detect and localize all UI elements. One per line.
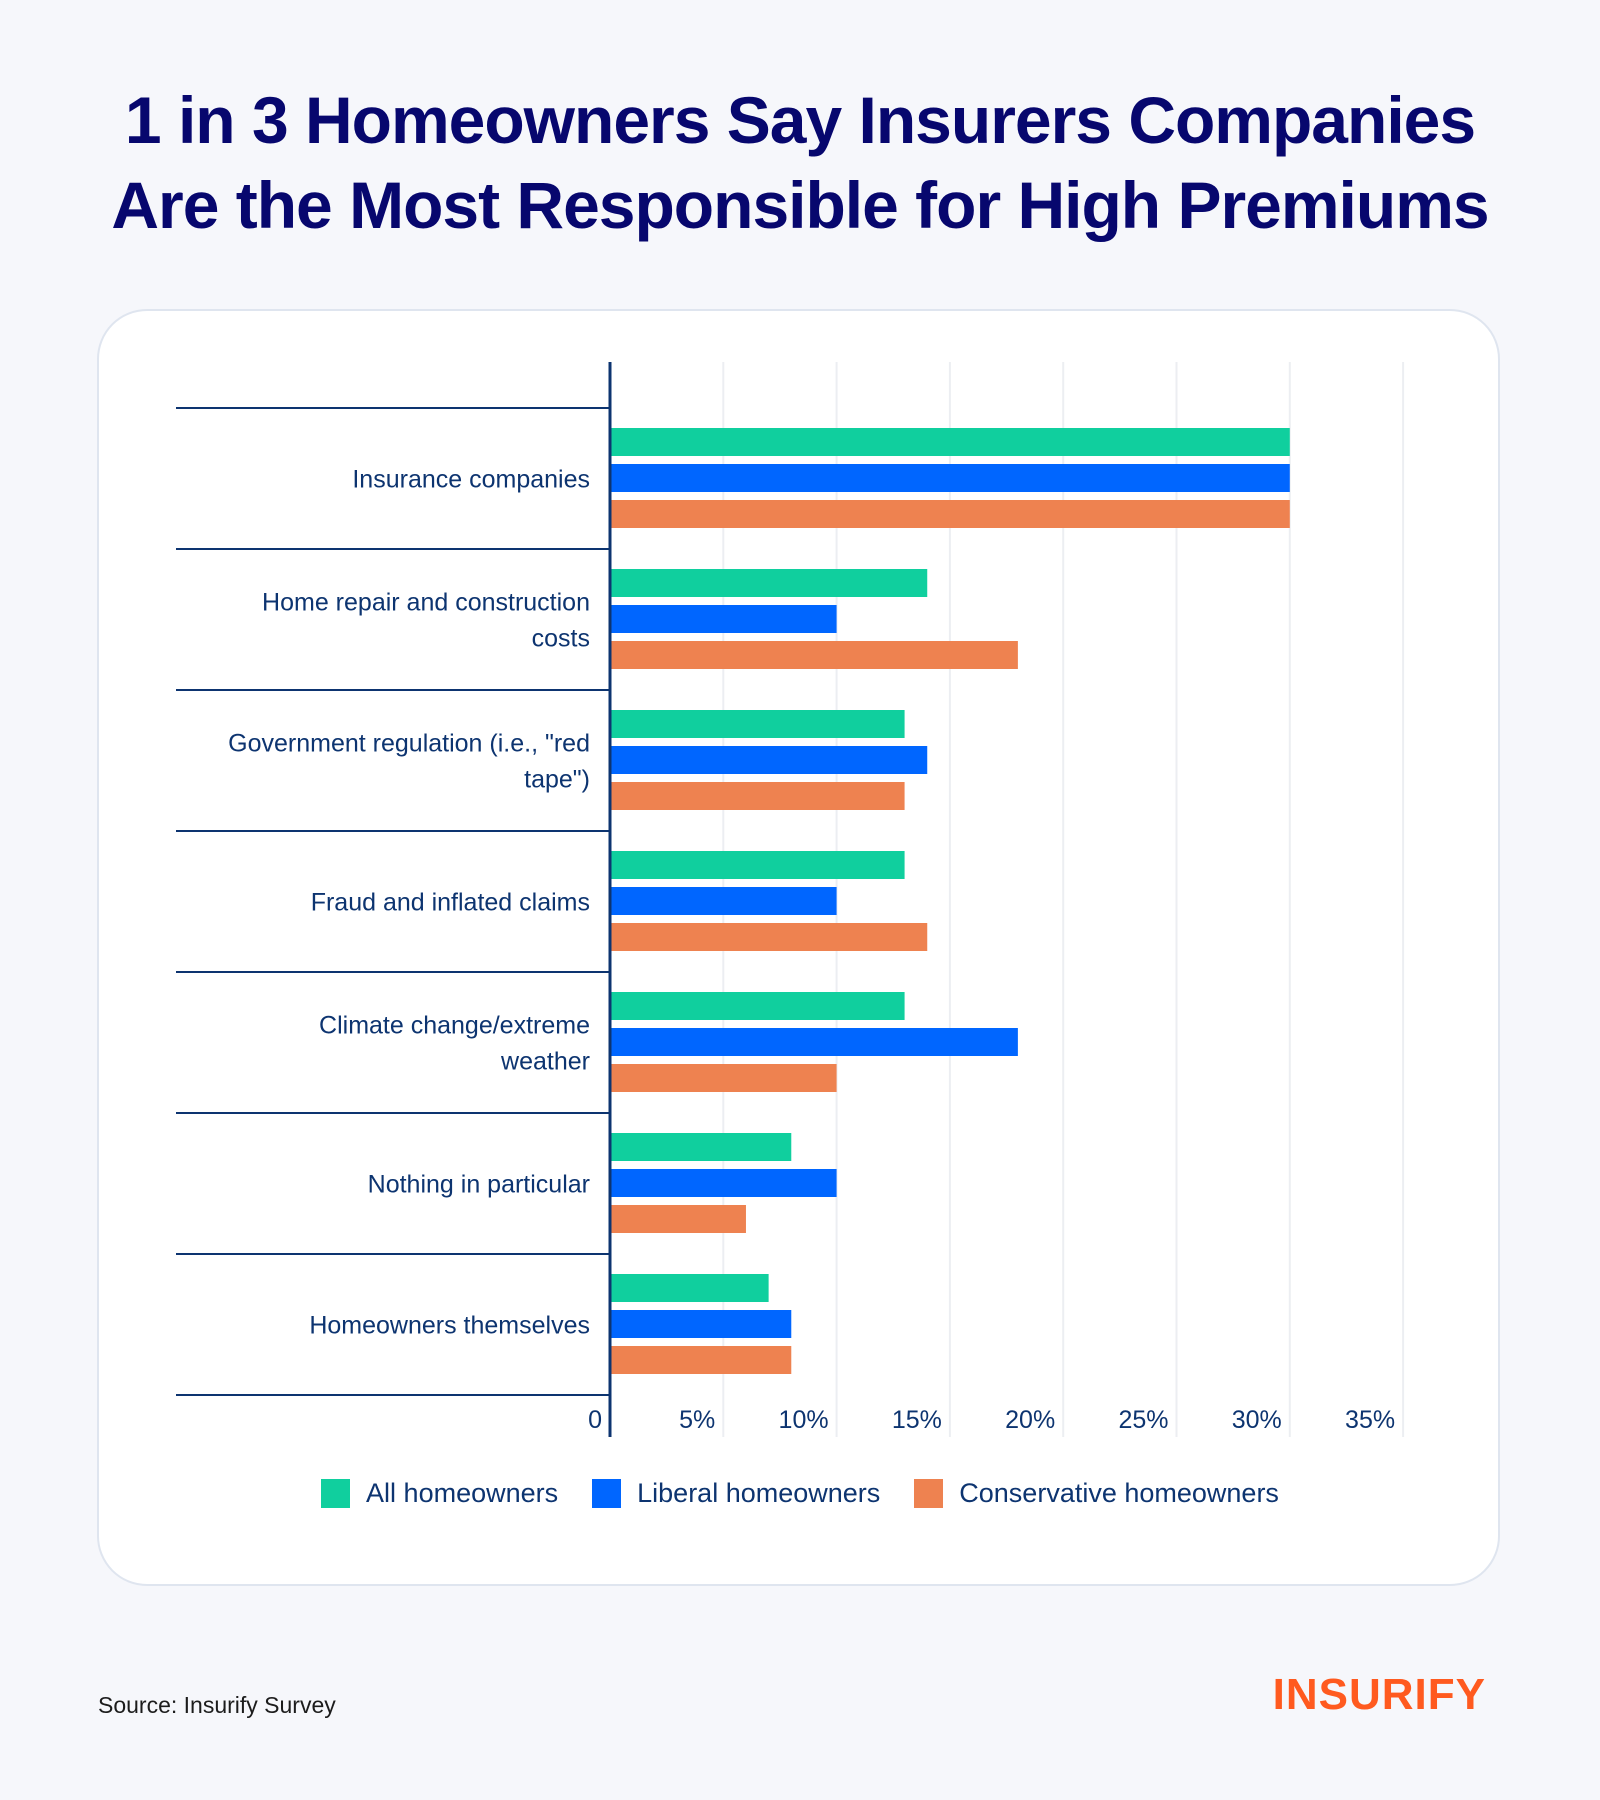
bar-all-homeowners: [611, 1133, 792, 1161]
legend-label-all: All homeowners: [366, 1478, 559, 1508]
bar-conservative-homeowners: [611, 1346, 792, 1374]
bar-liberal-homeowners: [611, 1169, 837, 1197]
bar-liberal-homeowners: [611, 746, 928, 774]
legend-item-conservative: Conservative homeowners: [914, 1478, 1279, 1509]
category-label-line: Insurance companies: [352, 466, 590, 494]
category-label: Nothing in particular: [368, 1171, 590, 1199]
x-tick-label: 15%: [892, 1406, 942, 1434]
category-label-line: costs: [532, 625, 590, 653]
bar-all-homeowners: [611, 710, 905, 738]
category-label: Home repair and construction costs: [262, 589, 590, 653]
bar-conservative-homeowners: [611, 1205, 746, 1233]
bars: [611, 428, 1290, 1374]
bar-liberal-homeowners: [611, 1028, 1018, 1056]
legend-item-all: All homeowners: [321, 1478, 558, 1509]
gridlines: [722, 362, 1405, 1437]
legend-swatch-conservative: [914, 1479, 944, 1508]
category-label-line: Home repair and construction: [262, 589, 590, 617]
category-label: Homeowners themselves: [309, 1312, 590, 1340]
x-tick-label: 30%: [1232, 1406, 1282, 1434]
x-tick-label: 10%: [779, 1406, 829, 1434]
bar-conservative-homeowners: [611, 1064, 837, 1092]
category-label-line: Nothing in particular: [368, 1171, 590, 1199]
bar-liberal-homeowners: [611, 464, 1290, 492]
insurify-logo: INSURIFY: [1272, 1670, 1486, 1719]
bar-all-homeowners: [611, 992, 905, 1020]
category-label-line: Climate change/extreme: [319, 1012, 590, 1040]
bar-liberal-homeowners: [611, 887, 837, 915]
category-label: Climate change/extreme weather: [319, 1012, 590, 1076]
category-label: Fraud and inflated claims: [311, 889, 590, 917]
legend-swatch-all: [321, 1479, 351, 1508]
bar-all-homeowners: [611, 851, 905, 879]
category-label-line: Fraud and inflated claims: [311, 889, 590, 917]
x-tick-labels: 0 5% 10% 15% 20% 25% 30% 35%: [588, 1406, 1395, 1434]
category-dividers: [176, 407, 610, 1396]
bar-all-homeowners: [611, 428, 1290, 456]
x-tick-label: 25%: [1118, 1406, 1168, 1434]
category-labels: Insurance companies Home repair and const…: [228, 466, 590, 1340]
source-note: Source: Insurify Survey: [98, 1692, 336, 1718]
bar-conservative-homeowners: [611, 782, 905, 810]
bar-liberal-homeowners: [611, 605, 837, 633]
x-tick-label: 0: [588, 1406, 602, 1434]
legend-label-liberal: Liberal homeowners: [637, 1478, 881, 1508]
bar-conservative-homeowners: [611, 923, 928, 951]
bar-all-homeowners: [611, 569, 928, 597]
x-tick-label: 20%: [1005, 1406, 1055, 1434]
category-label-line: Government regulation (i.e., "red: [228, 730, 590, 758]
chart-title-line-1: 1 in 3 Homeowners Say Insurers Companies: [124, 83, 1476, 157]
legend-item-liberal: Liberal homeowners: [592, 1478, 880, 1509]
category-label: Government regulation (i.e., "red tape"): [228, 730, 590, 794]
bar-liberal-homeowners: [611, 1310, 792, 1338]
x-tick-label: 35%: [1345, 1406, 1395, 1434]
bar-conservative-homeowners: [611, 500, 1290, 528]
chart-title: 1 in 3 Homeowners Say Insurers Companies…: [0, 78, 1600, 248]
legend-swatch-liberal: [592, 1479, 622, 1508]
category-label-line: weather: [500, 1048, 590, 1076]
bar-conservative-homeowners: [611, 641, 1018, 669]
bar-all-homeowners: [611, 1274, 769, 1302]
chart-title-line-2: Are the Most Responsible for High Premiu…: [111, 168, 1489, 242]
legend: All homeowners Liberal homeowners Conser…: [0, 1478, 1600, 1509]
x-tick-label: 5%: [679, 1406, 715, 1434]
legend-label-conservative: Conservative homeowners: [959, 1478, 1279, 1508]
category-label: Insurance companies: [352, 466, 590, 494]
category-label-line: Homeowners themselves: [309, 1312, 590, 1340]
category-label-line: tape"): [524, 766, 590, 794]
